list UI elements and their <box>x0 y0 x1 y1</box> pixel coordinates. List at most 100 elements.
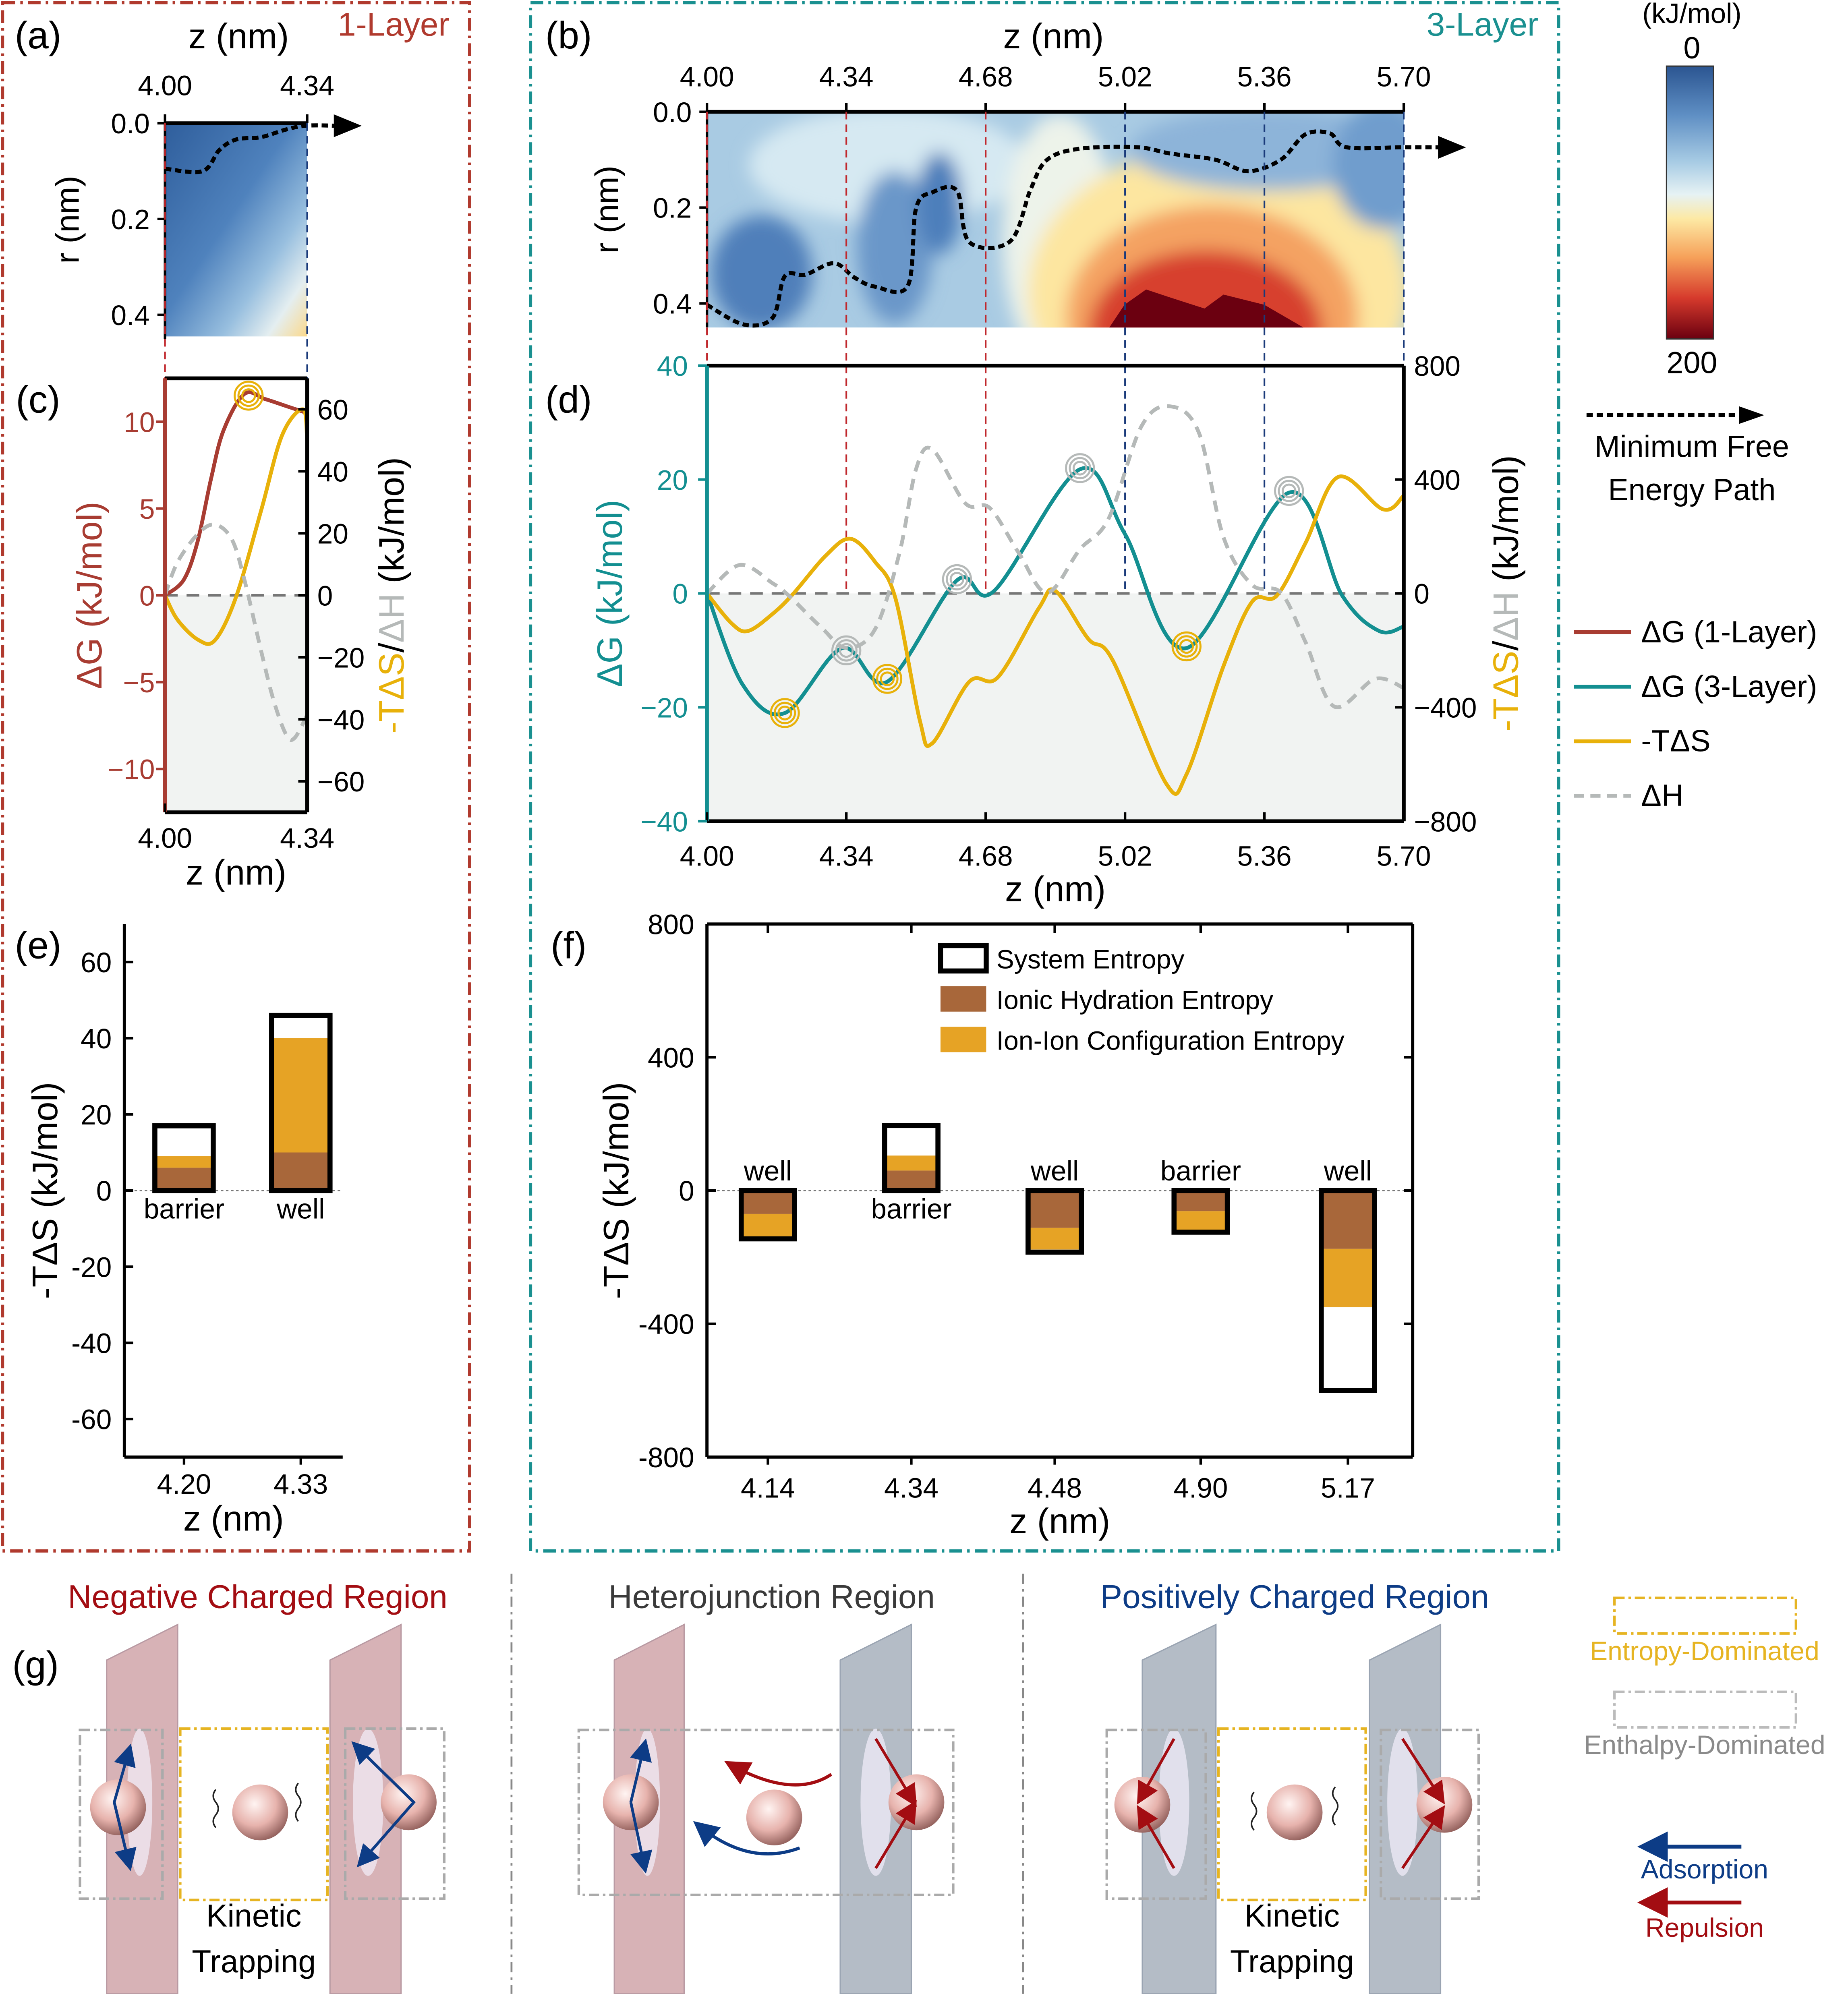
extremum-marker <box>770 698 800 728</box>
y-tick-label-right: 60 <box>317 394 348 426</box>
y-tick-label: 0.4 <box>653 288 692 320</box>
minimum-free-energy-path <box>165 123 339 174</box>
ion-ion-entropy-bar <box>741 1213 795 1241</box>
panel-label-b: (b) <box>545 14 592 57</box>
entropy-legend-label: Entropy-Dominated <box>1590 1636 1819 1666</box>
extremum-marker <box>237 384 260 407</box>
y-tick-label-right: 400 <box>1414 464 1461 496</box>
adsorption-legend-label: Adsorption <box>1641 1855 1768 1884</box>
extremum-marker <box>773 702 796 725</box>
extremum-marker <box>946 568 968 590</box>
y-tick-label: 60 <box>81 947 112 978</box>
x-axis-label: z (nm) <box>188 16 289 56</box>
heatmap-b <box>707 112 1404 328</box>
x-tick-label: 4.00 <box>138 822 192 854</box>
enthalpy-box <box>1105 1729 1207 1900</box>
ion-sphere <box>888 1774 945 1830</box>
y-tick-label-left: 0 <box>672 578 688 610</box>
y-tick-label-left: 10 <box>124 406 155 438</box>
x-tick-label: 4.48 <box>1028 1472 1082 1504</box>
kinetic-trapping-label: Trapping <box>192 1944 316 1979</box>
y-axis-label-segment: / <box>371 642 411 652</box>
x-axis-label: z (nm) <box>183 1499 284 1538</box>
extremum-marker <box>876 667 899 690</box>
entropy-box <box>1217 1727 1367 1901</box>
extremum-marker <box>1179 639 1194 654</box>
x-axis-label: z (nm) <box>186 853 286 892</box>
x-tick-label: 4.34 <box>819 840 874 872</box>
hydration-entropy-bar <box>1028 1191 1081 1228</box>
series-line <box>705 474 1405 796</box>
system-entropy-bar <box>738 1188 797 1242</box>
ion-ion-entropy-bar <box>885 1155 938 1171</box>
panel-title: 3-Layer <box>1427 6 1539 43</box>
y-tick-label: -400 <box>638 1309 694 1340</box>
y-axis-label-right: -TΔS/ΔH (kJ/mol) <box>1486 455 1526 731</box>
y-tick-label: 400 <box>648 1042 694 1073</box>
y-tick-label-left: −40 <box>640 806 688 837</box>
ion-sphere <box>381 1774 437 1830</box>
y-axis-label-segment: ΔH <box>1486 591 1526 641</box>
series-line <box>164 390 308 597</box>
y-tick-label-right: 40 <box>317 456 348 487</box>
y-tick-label: 40 <box>81 1023 112 1054</box>
panel-label-d: (d) <box>545 378 592 421</box>
y-tick-label-left: 20 <box>657 464 688 496</box>
y-axis-label: -TΔS (kJ/mol) <box>25 1082 65 1299</box>
y-axis-label-segment: (kJ/mol) <box>371 457 411 593</box>
panel-b: 4.00 4.34 4.68 5.02 5.36 5.70 0.0 0.2 0.4 r (nm) z… <box>589 6 1539 328</box>
panel-label-e: (e) <box>15 924 62 967</box>
colorbar-unit: (kJ/mol) <box>1642 0 1741 29</box>
y-tick-label-right: −40 <box>317 704 365 735</box>
y-tick-label-left: 40 <box>657 350 688 382</box>
panel-e: barrier 4.20 well 4.33 60 40 20 0 -20 -40 -60 z (nm… <box>25 924 343 1538</box>
legend-label: Ionic Hydration Entropy <box>997 985 1274 1015</box>
panel-c: 4.00 4.34 10 5 0 −5 −10 60 40 20 0 −20 −40 −60 z (nm) Δ… <box>69 376 411 892</box>
x-tick-label: 4.34 <box>884 1472 939 1504</box>
hydration-entropy-bar <box>885 1170 938 1191</box>
enthalpy-box <box>1380 1729 1480 1900</box>
legend-label: Ion-Ion Configuration Entropy <box>997 1026 1345 1056</box>
colorbar-max-label: 200 <box>1666 346 1717 380</box>
path-arrowhead-icon <box>334 114 362 137</box>
x-tick-label: 5.02 <box>1098 61 1152 93</box>
panel-label-g: (g) <box>12 1644 59 1686</box>
y-tick-label: -60 <box>71 1404 112 1435</box>
mechanism-diagram <box>79 1574 1797 1994</box>
bar-label: barrier <box>871 1193 951 1224</box>
ion-ion-entropy-bar <box>1028 1228 1081 1250</box>
y-tick-label: -40 <box>71 1327 112 1359</box>
y-axis-label: -TΔS (kJ/mol) <box>596 1082 636 1299</box>
region-title-negative: Negative Charged Region <box>68 1579 447 1615</box>
ion-ion-entropy-bar <box>1321 1249 1375 1307</box>
hydration-entropy-bar <box>1321 1191 1375 1249</box>
extremum-marker <box>1175 635 1198 658</box>
hydration-entropy-bar <box>741 1191 795 1214</box>
x-tick-label: 4.00 <box>138 70 192 101</box>
series-line <box>163 522 309 742</box>
system-entropy-bar <box>1026 1188 1084 1255</box>
ion-sphere <box>232 1784 288 1841</box>
colorbar <box>1666 65 1714 340</box>
mfep-legend-label: Minimum Free <box>1595 430 1789 464</box>
x-tick-label: 4.00 <box>680 840 734 872</box>
repulsion-legend-label: Repulsion <box>1645 1913 1764 1943</box>
x-tick-label: 5.70 <box>1377 61 1431 93</box>
y-tick-label: 0.2 <box>653 193 692 224</box>
hydration-entropy-bar <box>155 1168 213 1191</box>
ion-ion-entropy-bar <box>271 1038 330 1153</box>
extremum-marker <box>942 564 972 594</box>
x-tick-label: 4.33 <box>273 1468 328 1500</box>
extremum-marker <box>777 706 792 721</box>
extremum-marker <box>1281 483 1297 499</box>
colorbar-min-label: 0 <box>1683 31 1700 65</box>
y-tick-label: 0.0 <box>653 97 692 128</box>
y-tick-label-right: −800 <box>1414 806 1477 837</box>
heatmap-a <box>165 123 307 337</box>
y-tick-label: 0.4 <box>111 300 149 331</box>
y-axis-label-segment: / <box>1486 641 1526 651</box>
path-arrowhead-icon <box>1438 136 1466 159</box>
hydration-entropy-bar <box>1174 1191 1228 1211</box>
y-tick-label-right: −20 <box>317 642 365 673</box>
y-tick-label: 0 <box>96 1175 112 1207</box>
